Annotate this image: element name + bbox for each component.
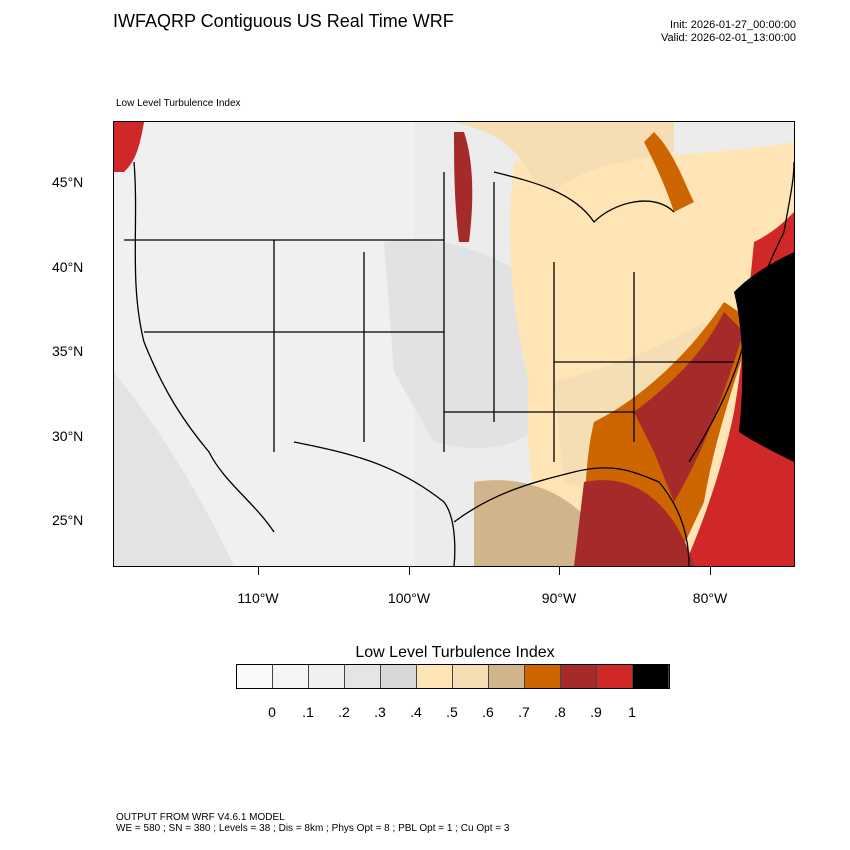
colorbar-label: .8 — [554, 704, 566, 720]
colorbar-label: .4 — [410, 704, 422, 720]
colorbar-label: .7 — [518, 704, 530, 720]
colorbar-label: .1 — [302, 704, 314, 720]
map-subtitle: Low Level Turbulence Index — [116, 98, 241, 109]
colorbar-swatch — [309, 665, 345, 688]
colorbar-swatch — [561, 665, 597, 688]
footer: OUTPUT FROM WRF V4.6.1 MODEL WE = 580 ; … — [116, 812, 509, 834]
colorbar-swatch — [453, 665, 489, 688]
colorbar-label: .6 — [482, 704, 494, 720]
colorbar-label: .5 — [446, 704, 458, 720]
colorbar — [236, 664, 670, 689]
model-info: OUTPUT FROM WRF V4.6.1 MODEL — [116, 812, 285, 823]
colorbar-swatch — [345, 665, 381, 688]
colorbar-swatch — [381, 665, 417, 688]
colorbar-title: Low Level Turbulence Index — [355, 644, 555, 661]
lon-label: 80°W — [692, 590, 728, 606]
lat-label: 25°N — [52, 512, 84, 528]
colorbar-label: 1 — [628, 704, 636, 720]
lat-label: 30°N — [52, 428, 84, 444]
colorbar-label: 0 — [268, 704, 276, 720]
lon-label: 110°W — [237, 590, 279, 606]
colorbar-swatch — [633, 665, 669, 688]
colorbar-swatch — [273, 665, 309, 688]
init-time: Init: 2026-01-27_00:00:00 — [670, 19, 796, 31]
valid-time: Valid: 2026-02-01_13:00:00 — [661, 32, 796, 44]
lon-label: 90°W — [541, 590, 577, 606]
model-config: WE = 580 ; SN = 380 ; Levels = 38 ; Dis … — [116, 823, 510, 834]
lon-label: 100°W — [387, 590, 431, 606]
colorbar-swatch — [597, 665, 633, 688]
colorbar-swatch — [417, 665, 453, 688]
plot-title: IWFAQRP Contiguous US Real Time WRF — [113, 11, 454, 31]
colorbar-label: .9 — [590, 704, 602, 720]
time-info: Init: 2026-01-27_00:00:00 Valid: 2026-02… — [661, 19, 796, 45]
turbulence-field — [114, 122, 795, 567]
colorbar-swatch — [525, 665, 561, 688]
colorbar-swatch — [489, 665, 525, 688]
lat-label: 40°N — [52, 259, 84, 275]
colorbar-label: .3 — [374, 704, 386, 720]
lat-label: 45°N — [52, 174, 84, 190]
colorbar-swatch — [237, 665, 273, 688]
colorbar-label: .2 — [338, 704, 350, 720]
map-panel — [113, 121, 795, 567]
lat-label: 35°N — [52, 343, 84, 359]
